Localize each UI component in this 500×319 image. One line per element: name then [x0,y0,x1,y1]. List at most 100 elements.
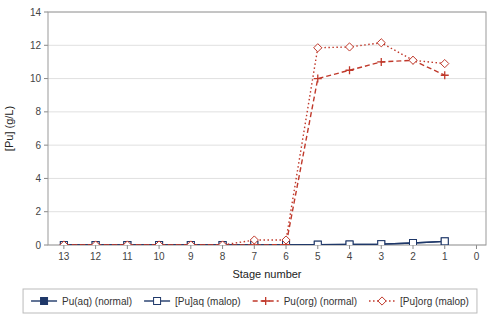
tick [381,245,382,249]
marker [123,241,131,245]
tick [44,145,48,146]
grid-line [48,111,486,112]
marker [441,71,449,79]
x-axis-label: Stage number [232,268,301,280]
tick-label: 12 [90,251,102,262]
grid-line [48,78,486,79]
tick [44,245,48,246]
tick [44,12,48,13]
tick [44,45,48,46]
plot-frame [48,12,486,245]
marker [346,66,354,74]
tick [44,178,48,179]
marker [92,241,100,245]
tick [413,245,414,249]
tick [95,245,96,249]
grid-line [48,145,486,146]
marker [218,241,226,245]
grid-line [48,178,486,179]
tick-label: 11 [122,251,133,262]
tick-label: 13 [58,251,70,262]
tick [444,245,445,249]
legend: Pu(aq) (normal) [Pu]aq (malop) Pu(org) (no… [23,289,477,313]
marker [377,58,385,66]
marker [409,56,417,64]
tick-label: 5 [315,251,321,262]
marker [187,241,195,245]
tick-label: 8 [220,251,226,262]
tick-label: 8 [35,106,41,117]
grid-line [48,45,486,46]
legend-item: Pu(org) (normal) [253,296,357,307]
series [60,56,449,245]
grid-line [48,211,486,212]
line [64,43,445,245]
marker [378,241,385,245]
y-axis: 02468101214 [30,7,48,251]
tick [127,245,128,249]
marker [60,241,68,245]
tick [254,245,255,249]
legend-label: [Pu]aq (malop) [175,296,241,307]
tick [317,245,318,249]
marker [314,44,322,52]
marker [124,242,131,246]
legend-label: Pu(org) (normal) [284,296,357,307]
marker [314,75,322,83]
tick-label: 7 [252,251,258,262]
marker [92,241,100,245]
legend-item: [Pu]aq (malop) [144,296,241,307]
marker [441,59,449,67]
marker [346,241,353,245]
marker [219,241,227,245]
tick-label: 6 [283,251,289,262]
marker [409,56,417,64]
tick-label: 2 [35,206,41,217]
tick-label: 12 [30,40,42,51]
legend-label: Pu(aq) (normal) [62,296,132,307]
legend-item: [Pu]org (malop) [369,296,469,307]
tick [222,245,223,249]
tick-label: 10 [30,73,42,84]
tick-label: 0 [35,240,41,251]
marker [377,39,385,47]
marker [92,242,99,246]
marker [60,242,67,246]
marker [60,241,68,245]
tick [476,245,477,249]
legend-marker [41,298,48,305]
tick-label: 0 [474,251,480,262]
marker [314,241,321,245]
marker [123,241,131,245]
marker [410,240,417,245]
marker [219,242,226,246]
tick-label: 4 [347,251,353,262]
marker [314,241,321,245]
grid [48,12,486,245]
tick-label: 10 [154,251,166,262]
marker [156,242,163,246]
tick [44,211,48,212]
tick-label: 14 [30,7,42,18]
y-axis-label: [Pu] (g/L) [3,106,15,151]
tick [349,245,350,249]
legend-label: [Pu]org (malop) [400,296,469,307]
legend-marker [262,297,270,305]
marker [282,236,290,244]
legend-box [23,289,477,313]
x-axis: 131211109876543210 [58,245,479,262]
marker [187,241,195,245]
tick-label: 3 [378,251,384,262]
tick [159,245,160,249]
marker [156,242,163,246]
marker [346,241,353,245]
marker [155,241,163,245]
marker [219,242,226,246]
legend-item: Pu(aq) (normal) [31,296,132,307]
tick-label: 6 [35,140,41,151]
marker [441,238,448,245]
marker [345,43,353,51]
tick [63,245,64,249]
tick-label: 2 [410,251,416,262]
marker [441,238,448,245]
